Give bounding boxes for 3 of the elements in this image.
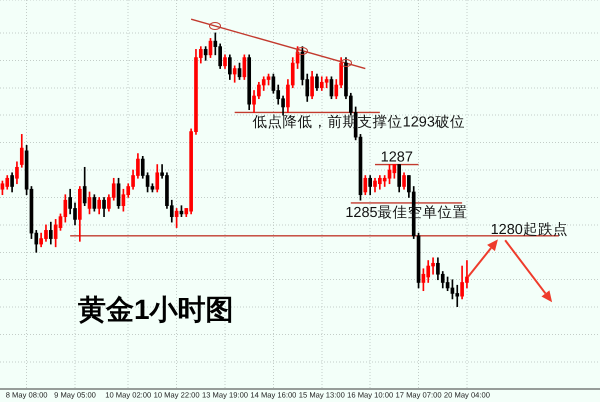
series-label: 1287 bbox=[380, 150, 413, 166]
text: 黄金1小时图 bbox=[77, 294, 234, 325]
series-label: 1280起跌点 bbox=[490, 220, 568, 238]
